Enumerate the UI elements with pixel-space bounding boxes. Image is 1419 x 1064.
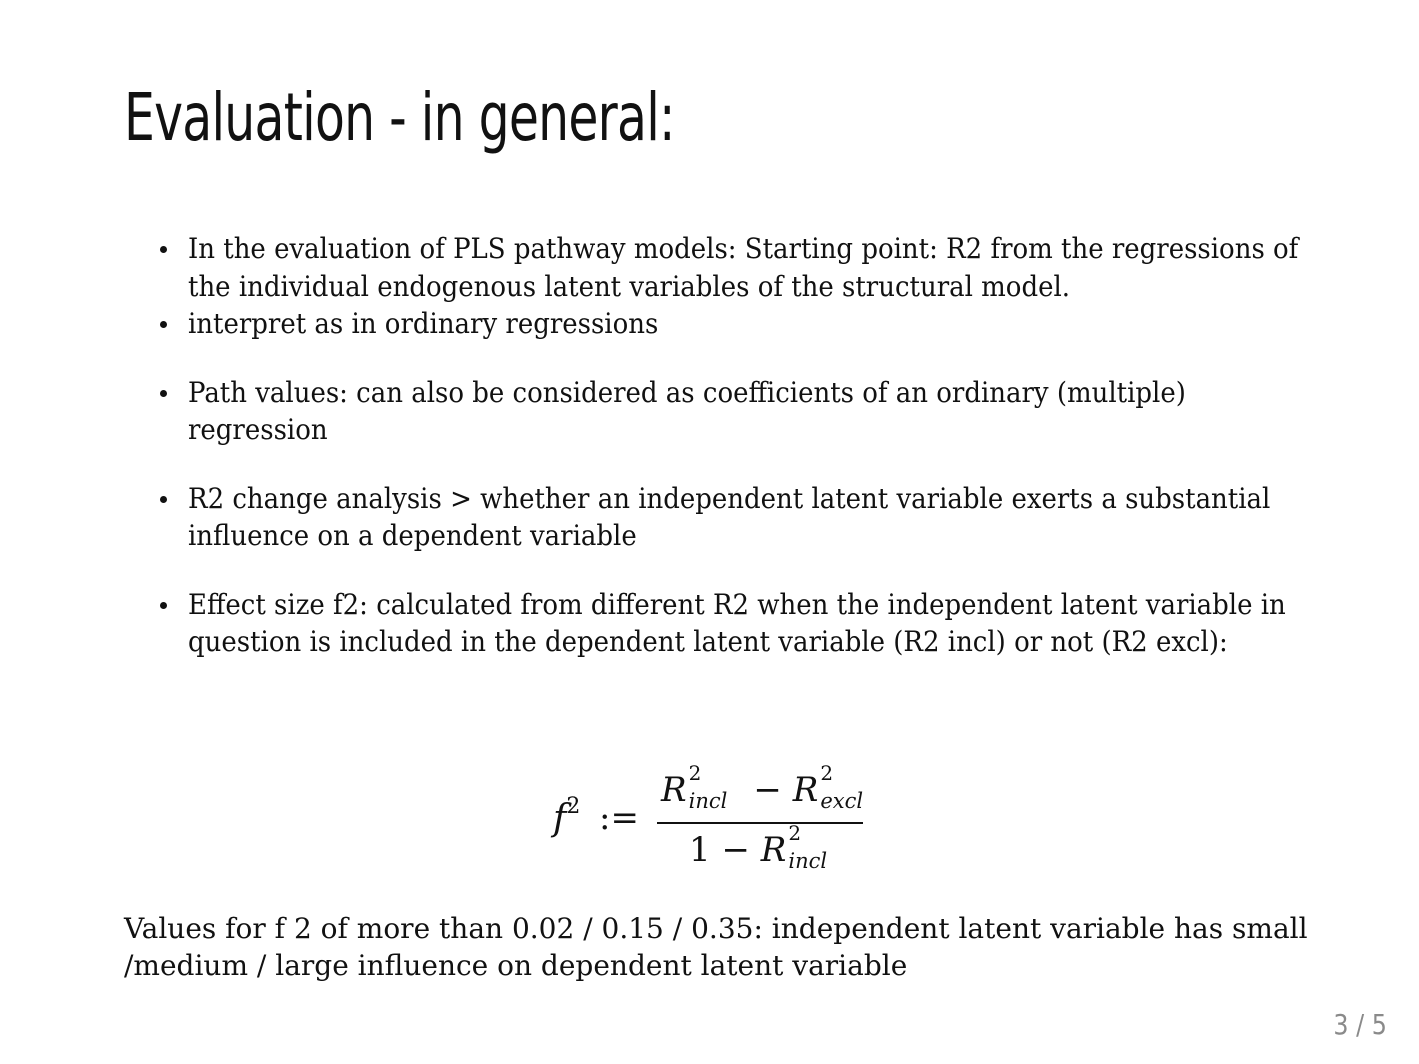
- sb: incl: [788, 849, 828, 873]
- bullet-text: interpret as in ordinary regressions: [188, 307, 659, 340]
- formula-den-r: R: [760, 830, 787, 870]
- bullet-item: interpret as in ordinary regressions: [160, 305, 1304, 343]
- formula-r-excl: R: [792, 770, 819, 810]
- bullet-item: Path values: can also be considered as c…: [160, 374, 1304, 449]
- bullet-item: Effect size f2: calculated from differen…: [160, 586, 1304, 661]
- formula-r-incl: R: [661, 770, 687, 810]
- formula-lhs: f2: [553, 794, 580, 839]
- sp: 2: [688, 761, 702, 785]
- bullet-text: Path values: can also be considered as c…: [188, 375, 1186, 447]
- slide-content: In the evaluation of PLS pathway models:…: [124, 230, 1304, 661]
- subsup: 2 incl: [786, 821, 842, 873]
- sb: incl: [688, 789, 728, 813]
- bullet-text: R2 change analysis > whether an independ…: [188, 481, 1271, 553]
- bullet-list: In the evaluation of PLS pathway models:…: [124, 230, 1304, 661]
- slide-title: Evaluation - in general:: [124, 79, 675, 156]
- formula-minus: −: [753, 770, 782, 810]
- formula-fraction-bar: [657, 822, 863, 824]
- bullet-item: In the evaluation of PLS pathway models:…: [160, 230, 1304, 305]
- formula-lhs-f: f: [553, 798, 567, 839]
- subsup: 2 incl: [687, 761, 743, 813]
- bullet-item: R2 change analysis > whether an independ…: [160, 480, 1304, 555]
- subsup: 2 excl: [818, 761, 874, 813]
- formula-assign: :=: [599, 798, 639, 838]
- formula-denominator: 1 − R 2 incl: [689, 821, 842, 873]
- sp: 2: [788, 821, 802, 845]
- formula-lhs-sup: 2: [566, 794, 581, 819]
- page-number: 3 / 5: [1333, 1008, 1387, 1041]
- sb: excl: [820, 789, 864, 813]
- bullet-text: Effect size f2: calculated from differen…: [188, 587, 1286, 659]
- formula-one-minus: 1 −: [689, 830, 750, 870]
- sp: 2: [820, 761, 834, 785]
- effect-size-thresholds-text: Values for f 2 of more than 0.02 / 0.15 …: [124, 912, 1308, 982]
- bullet-text: In the evaluation of PLS pathway models:…: [188, 232, 1299, 303]
- formula-numerator: R 2 incl − R 2 excl: [661, 761, 874, 813]
